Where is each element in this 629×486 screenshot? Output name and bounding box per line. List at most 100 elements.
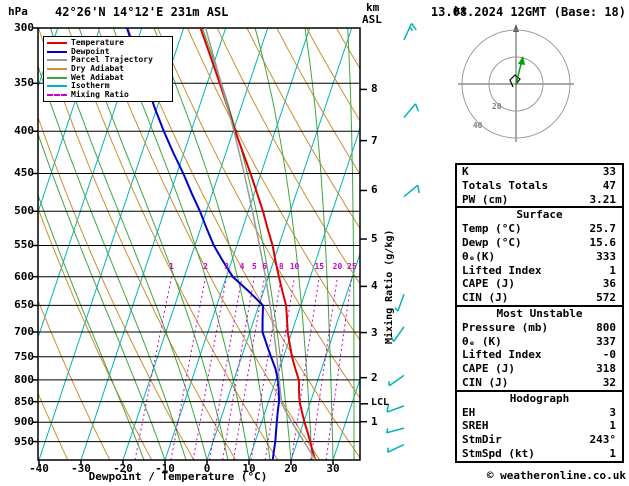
temp-tick-label: -20 — [113, 462, 133, 475]
wind-barbs — [385, 23, 420, 453]
dry-adiabat-line — [246, 28, 360, 230]
wind-barb-feather — [414, 103, 420, 112]
mixing-ratio-value-label: 5 — [252, 262, 257, 271]
pressure-tick-label: 750 — [14, 349, 34, 363]
index-name: PW (cm) — [462, 192, 509, 206]
mixing-ratio-value-label: 8 — [278, 262, 284, 271]
chart-border — [37, 27, 361, 461]
indices-row: EH 3 — [457, 406, 622, 420]
temp-tick-label: -30 — [71, 462, 91, 475]
storm-motion-arrowhead — [518, 56, 525, 65]
indices-section-header: Most Unstable — [496, 306, 583, 320]
pressure-unit-label: hPa — [8, 5, 28, 18]
legend-item: Dewpoint — [47, 46, 169, 57]
index-name: StmDir — [462, 433, 502, 447]
legend-swatch-temperature — [47, 42, 67, 45]
legend-label: Parcel Trajectory — [71, 55, 153, 65]
isotherm-line — [80, 28, 227, 460]
wind-barb-staff — [403, 23, 413, 41]
asl-axis-unit-label: ASL — [362, 13, 382, 26]
index-name: StmSpd (kt) — [462, 446, 535, 460]
wet-adiabat-line — [347, 28, 355, 460]
index-value: 3.21 — [589, 192, 617, 206]
index-name: Lifted Index — [462, 348, 542, 362]
indices-row: θₑ (K) 337 — [457, 335, 622, 349]
chart-legend: Temperature Dewpoint Parcel Trajectory Dry … — [43, 36, 173, 103]
pressure-tick-label: 700 — [14, 325, 34, 339]
hodograph-trace — [509, 74, 521, 88]
mixing-ratio-value-label: 1 — [169, 262, 174, 271]
temp-tick-label: 0 — [203, 462, 211, 475]
wind-barb-feather — [394, 307, 399, 312]
location-title: 42°26'N 14°12'E 231m ASL — [55, 5, 229, 19]
isotherm-line — [248, 127, 360, 460]
legend-swatch-parcel — [47, 59, 67, 62]
legend-label: Mixing Ratio — [71, 89, 129, 99]
legend-item: Wet Adiabat — [47, 73, 169, 82]
km-axis-unit-label: km — [366, 1, 380, 14]
index-name: Temp (°C) — [462, 222, 522, 236]
indices-row: Dewp (°C) 15.6 — [457, 236, 622, 250]
wind-barb-staff — [386, 405, 405, 413]
indices-row: Totals Totals 47 — [457, 179, 622, 193]
mixing-ratio-value-label: 25 — [347, 262, 357, 271]
indices-row: K 33 — [457, 165, 622, 179]
km-tick-label: 4 — [371, 279, 378, 293]
legend-item: Isotherm — [47, 82, 169, 91]
index-value: 318 — [596, 362, 616, 376]
index-value: 572 — [596, 291, 616, 305]
wind-barb-feather — [385, 428, 389, 433]
index-value: 333 — [596, 249, 616, 263]
wet-adiabat-line — [304, 28, 334, 460]
indices-table: K 33 Totals Totals 47 PW (cm) 3.21 Surface Temp… — [455, 163, 624, 463]
index-value: -0 — [602, 348, 616, 362]
index-value: 3 — [609, 405, 616, 419]
index-name: CAPE (J) — [462, 277, 515, 291]
wind-barb-feather — [386, 404, 390, 413]
legend-label: Isotherm — [71, 81, 110, 91]
mixing-ratio-value-label: 20 — [332, 262, 343, 271]
isotherm-line — [206, 28, 353, 460]
temp-tick-label: 20 — [284, 462, 298, 475]
indices-row: Lifted Index -0 — [457, 348, 622, 362]
hodograph-ring — [461, 29, 571, 139]
mixing-ratio-line — [310, 276, 338, 460]
dry-adiabat-line — [216, 28, 360, 285]
index-value: 33 — [602, 165, 616, 178]
legend-label: Dewpoint — [71, 46, 110, 56]
mixing-ratio-value-label: 3 — [224, 262, 230, 271]
index-name: θₑ(K) — [462, 249, 496, 263]
index-value: 32 — [602, 375, 616, 389]
mixing-ratio-line — [222, 276, 255, 460]
legend-swatch-isotherm — [47, 85, 67, 88]
pressure-tick-label: 350 — [14, 76, 34, 90]
mixing-ratio-axis-label: Mixing Ratio (g/kg) — [384, 229, 395, 344]
index-name: CIN (J) — [462, 375, 509, 389]
index-value: 243° — [589, 433, 617, 447]
index-name: CAPE (J) — [462, 362, 515, 376]
index-name: θₑ (K) — [462, 334, 502, 348]
index-value: 800 — [596, 320, 616, 334]
km-tick-label: 2 — [371, 370, 378, 384]
index-value: 337 — [596, 334, 616, 348]
pressure-tick-label: 900 — [14, 415, 34, 429]
wind-barb-feather — [410, 23, 417, 31]
wind-barb-staff — [397, 293, 405, 312]
indices-section: Surface Temp (°C) 25.7 Dewp (°C) 15.6 θₑ(K) 33… — [457, 206, 622, 305]
hodograph-ring — [488, 56, 544, 112]
pressure-tick-label: 450 — [14, 166, 34, 180]
index-name: CIN (J) — [462, 291, 509, 305]
pressure-tick-label: 550 — [14, 238, 34, 252]
index-value: 25.7 — [589, 222, 617, 236]
pressure-tick-label: 850 — [14, 394, 34, 408]
km-tick-label: 3 — [371, 325, 378, 339]
legend-item: Temperature — [47, 39, 169, 48]
index-value: 1 — [609, 419, 616, 433]
index-name: K — [462, 165, 469, 178]
index-name: EH — [462, 405, 476, 419]
hodograph-unit-label: kt — [454, 4, 468, 17]
wind-barb-staff — [403, 184, 419, 198]
km-tick-label: 7 — [371, 133, 378, 147]
index-value: 36 — [602, 277, 616, 291]
indices-section: Hodograph EH 3 SREH 1 StmDir 243° StmSpd (kt) 1 — [457, 389, 622, 461]
